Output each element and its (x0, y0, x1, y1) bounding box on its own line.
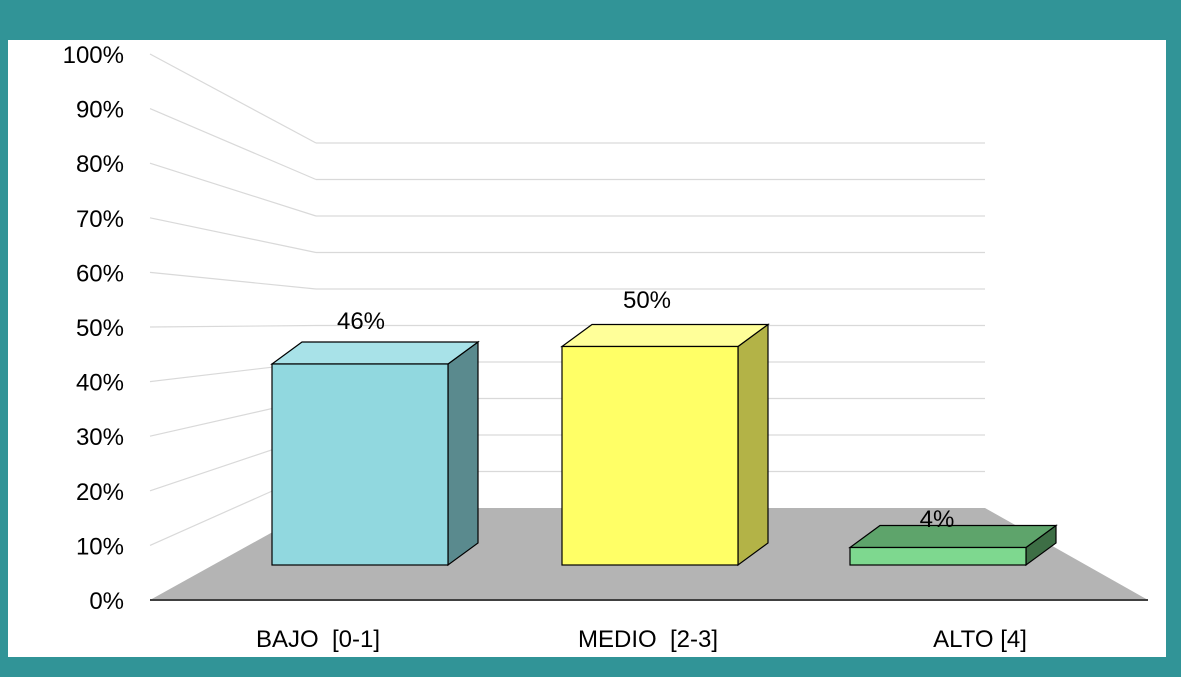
y-tick-label: 0% (89, 588, 124, 615)
x-category-label: ALTO [4] (933, 626, 1027, 653)
y-tick-label: 60% (76, 260, 124, 287)
y-tick-label: 80% (76, 151, 124, 178)
gridline-side (149, 217, 317, 254)
gridline-side (149, 108, 317, 181)
x-category-label: MEDIO [2-3] (578, 626, 718, 653)
y-tick-label: 100% (63, 42, 124, 69)
bar-bajo-side (447, 340, 479, 567)
bar-alto (849, 546, 1027, 566)
y-tick-label: 90% (76, 97, 124, 124)
data-label: 50% (623, 287, 671, 314)
bar-medio-side (737, 323, 769, 567)
y-tick-label: 20% (76, 479, 124, 506)
y-tick-label: 40% (76, 370, 124, 397)
data-label: 46% (337, 308, 385, 335)
y-tick-label: 10% (76, 533, 124, 560)
y-tick-label: 70% (76, 206, 124, 233)
gridline-side (149, 53, 317, 144)
bar-bajo (271, 363, 449, 566)
bar-bajo-top (270, 341, 480, 365)
x-category-label: BAJO [0-1] (256, 626, 380, 653)
y-tick-label: 50% (76, 315, 124, 342)
data-label: 4% (920, 506, 955, 533)
bar-medio-top (560, 323, 770, 348)
y-tick-label: 30% (76, 424, 124, 451)
gridline-side (149, 324, 317, 328)
gridline-side (149, 162, 317, 217)
bar-medio (561, 345, 739, 566)
gridline-side (149, 271, 317, 290)
